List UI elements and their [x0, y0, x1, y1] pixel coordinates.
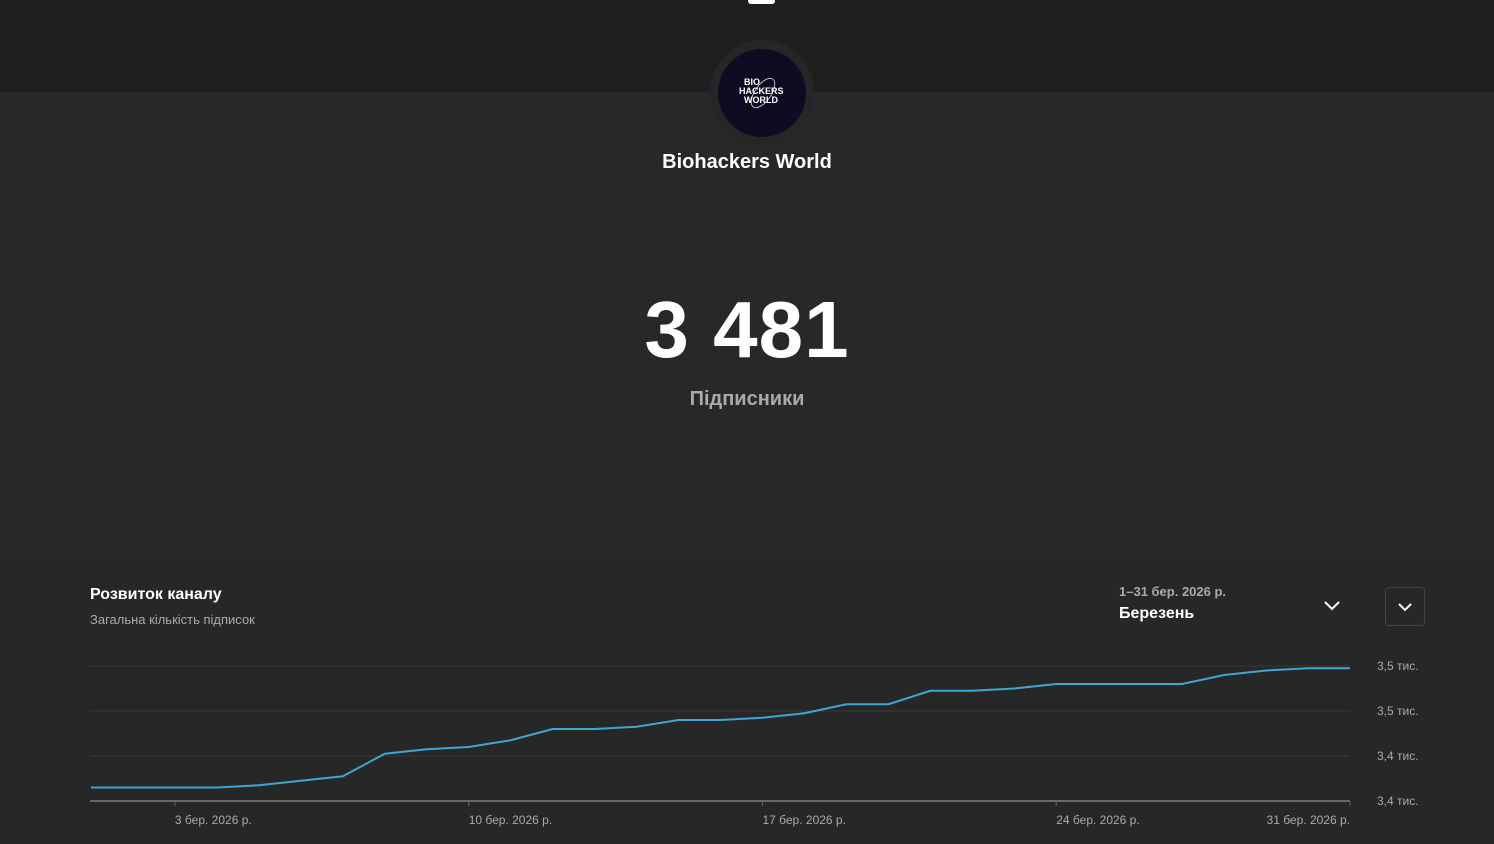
expand-button[interactable]: [1385, 587, 1425, 626]
y-tick-label: 3,4 тис.: [1377, 749, 1419, 763]
y-tick-label: 3,5 тис.: [1377, 659, 1419, 673]
y-tick-label: 3,4 тис.: [1377, 794, 1419, 808]
x-tick-label: 31 бер. 2026 р.: [1267, 813, 1350, 827]
growth-title: Розвиток каналу: [90, 586, 222, 603]
series-line: [91, 667, 1350, 789]
x-tick-label: 3 бер. 2026 р.: [175, 813, 252, 827]
growth-subtitle: Загальна кількість підписок: [90, 612, 255, 627]
svg-text:WORLD: WORLD: [744, 95, 778, 105]
svg-text:HACKERS: HACKERS: [739, 86, 784, 96]
period-selector[interactable]: Березень: [1119, 605, 1195, 622]
biohackers-logo-icon: BIO HACKERS WORLD: [739, 77, 784, 109]
svg-text:BIO: BIO: [744, 77, 760, 87]
channel-name: Biohackers World: [662, 151, 832, 173]
subscriber-count: 3 481: [644, 285, 850, 374]
chevron-down-icon: [1398, 602, 1412, 611]
growth-section: [0, 559, 1494, 844]
channel-avatar: BIO HACKERS WORLD: [718, 49, 806, 137]
top-handle-icon: [748, 0, 775, 4]
subscriber-label: Підписники: [689, 388, 805, 410]
x-tick-label: 24 бер. 2026 р.: [1056, 813, 1139, 827]
date-range: 1–31 бер. 2026 р.: [1119, 584, 1227, 599]
chevron-down-icon[interactable]: [1320, 596, 1344, 616]
growth-chart: 3,5 тис. 3,5 тис. 3,4 тис. 3,4 тис. 3 бер. 2…: [90, 659, 1419, 827]
x-tick-label: 17 бер. 2026 р.: [762, 813, 845, 827]
x-tick-label: 10 бер. 2026 р.: [469, 813, 552, 827]
y-tick-label: 3,5 тис.: [1377, 704, 1419, 718]
